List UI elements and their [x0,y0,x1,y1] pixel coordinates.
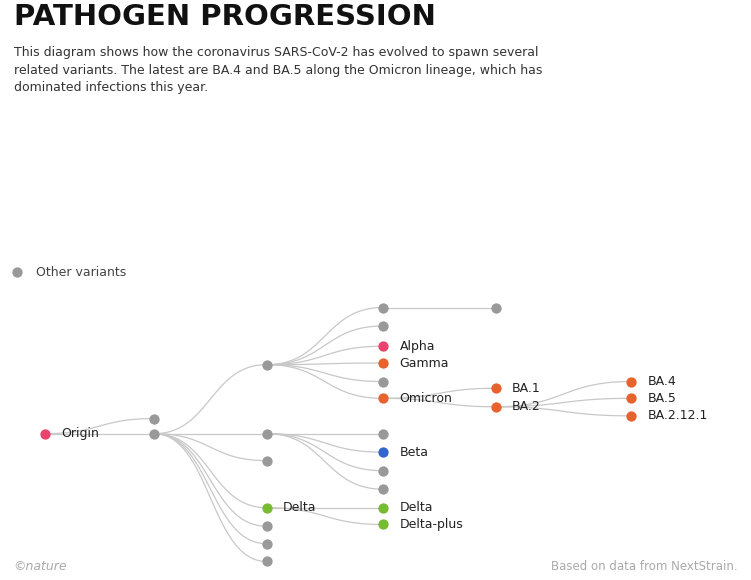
Point [377,303,389,312]
Text: PATHOGEN PROGRESSION: PATHOGEN PROGRESSION [14,3,436,31]
Point [490,402,502,411]
Text: Delta-plus: Delta-plus [400,518,463,531]
Text: BA.2: BA.2 [512,400,541,414]
Point [377,321,389,331]
Text: ©nature: ©nature [14,560,67,573]
Point [377,466,389,476]
Point [377,358,389,368]
Point [261,539,273,548]
Text: BA.5: BA.5 [647,392,676,405]
Point [261,521,273,531]
Point [261,456,273,465]
Point [377,520,389,529]
Point [11,267,23,277]
Text: This diagram shows how the coronavirus SARS-CoV-2 has evolved to spawn several
r: This diagram shows how the coronavirus S… [14,46,542,95]
Point [625,394,637,403]
Text: Omicron: Omicron [400,392,452,405]
Point [148,429,160,438]
Point [625,377,637,386]
Point [261,503,273,512]
Point [148,414,160,423]
Point [377,429,389,438]
Text: Gamma: Gamma [400,357,449,369]
Text: Beta: Beta [400,445,429,459]
Point [625,411,637,420]
Point [377,377,389,386]
Point [261,429,273,438]
Point [490,383,502,393]
Text: BA.1: BA.1 [512,382,541,395]
Text: Alpha: Alpha [400,340,435,353]
Text: BA.4: BA.4 [647,375,676,388]
Point [261,557,273,566]
Point [261,360,273,369]
Point [377,394,389,403]
Point [39,429,51,438]
Point [377,503,389,512]
Text: Delta: Delta [400,501,433,514]
Text: Delta: Delta [283,501,317,514]
Point [377,448,389,457]
Point [377,484,389,494]
Text: Origin: Origin [62,427,99,440]
Text: Based on data from NextStrain.: Based on data from NextStrain. [550,560,737,573]
Text: Other variants: Other variants [36,266,126,279]
Text: BA.2.12.1: BA.2.12.1 [647,409,707,422]
Point [490,303,502,312]
Point [377,342,389,351]
